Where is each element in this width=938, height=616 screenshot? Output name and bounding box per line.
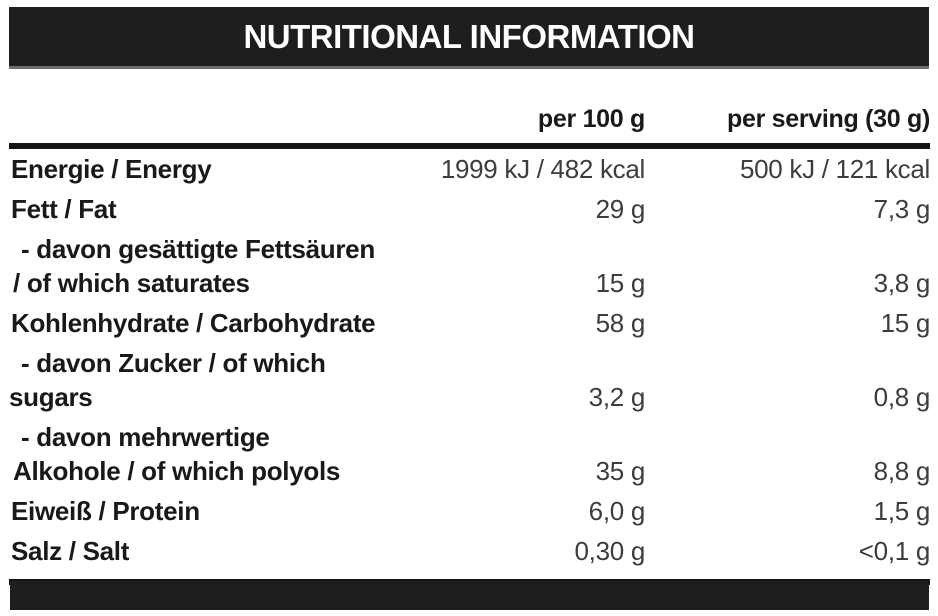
value-per-100g: 58 g <box>595 308 646 338</box>
value-per-100g: 15 g <box>595 268 646 298</box>
row-sugars: - davon Zucker / of which sugars 3,2 g 0… <box>9 343 930 417</box>
value-per-serving: 1,5 g <box>873 496 931 526</box>
row-label: Eiweiß / Protein <box>9 494 405 528</box>
row-label: Kohlenhydrate / Carbohydrate <box>9 306 405 340</box>
row-label-line: Energie / Energy <box>11 154 212 184</box>
column-header-per-100g: per 100 g <box>537 105 645 133</box>
row-label-line: Alkohole / of which polyols <box>13 456 341 486</box>
value-per-100g: 6,0 g <box>588 496 646 526</box>
value-per-serving: <0,1 g <box>858 536 931 566</box>
value-per-100g: 35 g <box>595 456 646 486</box>
row-label: Salz / Salt <box>9 534 405 568</box>
row-label: - davon mehrwertige Alkohole / of which … <box>9 420 405 488</box>
row-label-line: Eiweiß / Protein <box>11 496 200 526</box>
row-label: Energie / Energy <box>9 152 405 186</box>
row-label-line: - davon gesättigte Fettsäuren <box>21 234 375 264</box>
row-label-line: Kohlenhydrate / Carbohydrate <box>11 308 376 338</box>
row-label-line: sugars <box>9 382 93 412</box>
value-per-100g: 0,30 g <box>574 536 646 566</box>
value-per-serving: 0,8 g <box>873 382 931 412</box>
value-per-serving: 15 g <box>880 308 931 338</box>
row-label-line: Salz / Salt <box>11 536 130 566</box>
table-header-row: per 100 g per serving (30 g) <box>9 104 930 143</box>
value-per-100g: 1999 kJ / 482 kcal <box>440 154 645 184</box>
value-per-100g: 29 g <box>595 194 646 224</box>
row-label-line: - davon Zucker / of which <box>21 348 326 378</box>
page-title: NUTRITIONAL INFORMATION <box>243 17 695 55</box>
nutrition-table: per 100 g per serving (30 g) Energie / E… <box>9 104 930 585</box>
row-polyols: - davon mehrwertige Alkohole / of which … <box>9 417 930 491</box>
value-per-serving: 7,3 g <box>873 194 931 224</box>
value-per-100g: 3,2 g <box>588 382 646 412</box>
row-energie: Energie / Energy 1999 kJ / 482 kcal 500 … <box>9 149 930 189</box>
row-fett: Fett / Fat 29 g 7,3 g <box>9 189 930 229</box>
footer-bar <box>10 581 929 610</box>
value-per-serving: 8,8 g <box>873 456 931 486</box>
row-label: - davon Zucker / of which sugars <box>9 346 405 414</box>
row-label: Fett / Fat <box>9 192 405 226</box>
top-rule <box>9 143 930 149</box>
row-label: - davon gesättigte Fettsäuren / of which… <box>9 232 405 300</box>
row-label-line: Fett / Fat <box>11 194 117 224</box>
nutrition-header-bar: NUTRITIONAL INFORMATION <box>9 7 929 69</box>
row-salt: Salz / Salt 0,30 g <0,1 g <box>9 531 930 571</box>
value-per-serving: 500 kJ / 121 kcal <box>739 154 930 184</box>
row-carbohydrate: Kohlenhydrate / Carbohydrate 58 g 15 g <box>9 303 930 343</box>
row-saturates: - davon gesättigte Fettsäuren / of which… <box>9 229 930 303</box>
value-per-serving: 3,8 g <box>873 268 931 298</box>
row-label-line: - davon mehrwertige <box>21 422 270 452</box>
row-protein: Eiweiß / Protein 6,0 g 1,5 g <box>9 491 930 531</box>
column-header-per-serving: per serving (30 g) <box>727 105 930 133</box>
row-label-line: / of which saturates <box>13 268 250 298</box>
